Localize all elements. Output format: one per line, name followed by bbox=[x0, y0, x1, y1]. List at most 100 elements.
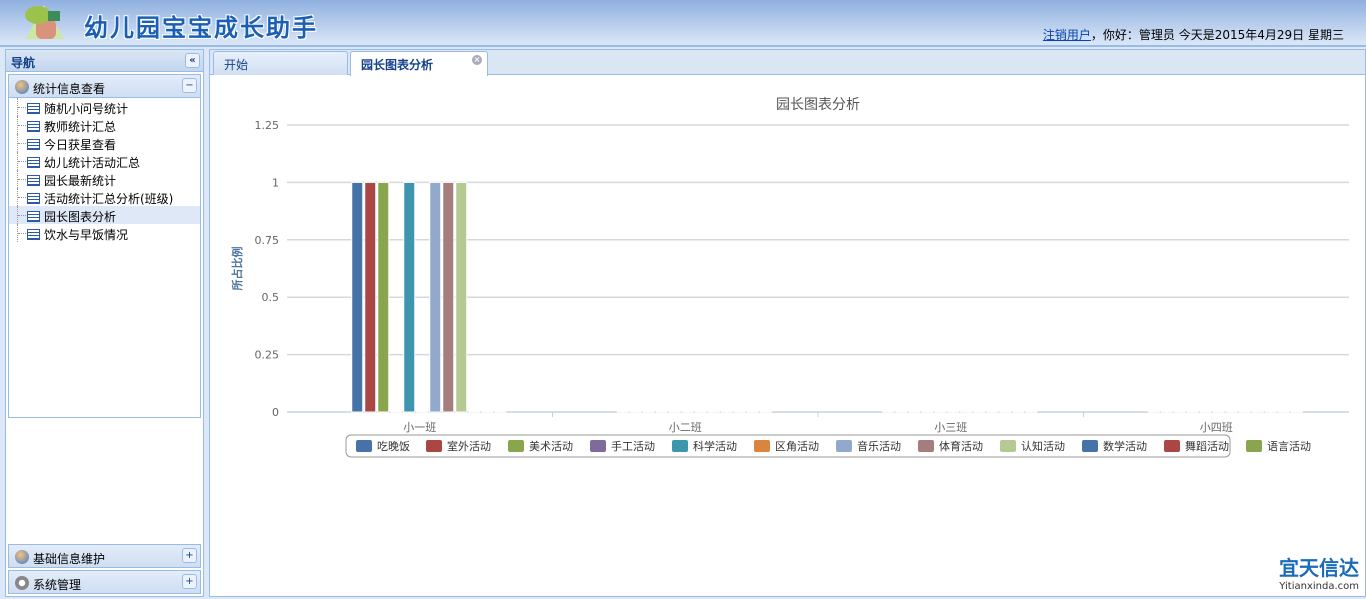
nav-title: 导航 bbox=[11, 56, 36, 70]
nav-item-label: 园长最新统计 bbox=[44, 174, 117, 188]
bar bbox=[947, 410, 960, 413]
bar bbox=[1012, 410, 1025, 413]
watermark-brand: 宜天信达 bbox=[1279, 556, 1359, 580]
bar bbox=[455, 181, 468, 413]
bar bbox=[960, 410, 973, 413]
legend-item: 舞蹈活动 bbox=[1185, 440, 1229, 453]
x-tick-label: 小二班 bbox=[669, 421, 702, 434]
expand-icon[interactable]: + bbox=[182, 548, 197, 563]
nav-item-label: 随机小问号统计 bbox=[44, 102, 129, 116]
bar bbox=[707, 410, 720, 413]
bar bbox=[908, 410, 921, 413]
bar bbox=[986, 410, 999, 413]
bar bbox=[668, 410, 681, 413]
bar bbox=[1147, 410, 1160, 413]
legend-swatch bbox=[836, 440, 852, 452]
legend-item: 数学活动 bbox=[1103, 439, 1147, 453]
legend-swatch bbox=[918, 440, 934, 452]
nav-item[interactable]: 随机小问号统计 bbox=[9, 98, 200, 116]
nav-item[interactable]: 幼儿统计活动汇总 bbox=[9, 152, 200, 170]
y-tick-label: 0.25 bbox=[255, 349, 280, 362]
close-tab-icon[interactable]: × bbox=[472, 55, 482, 65]
tree-logo-icon bbox=[25, 5, 64, 39]
accordion-basic-info[interactable]: 基础信息维护 + bbox=[8, 544, 201, 568]
legend-swatch bbox=[356, 440, 372, 452]
list-icon bbox=[27, 229, 40, 240]
legend-swatch bbox=[590, 440, 606, 452]
bar bbox=[921, 410, 934, 413]
x-tick-label: 小四班 bbox=[1200, 421, 1233, 434]
collapse-panel-icon[interactable]: « bbox=[185, 53, 200, 68]
bar bbox=[481, 410, 494, 413]
y-tick-label: 0.5 bbox=[262, 291, 280, 304]
legend-item: 音乐活动 bbox=[857, 439, 901, 453]
bar bbox=[468, 410, 481, 413]
legend-swatch bbox=[1164, 440, 1180, 452]
watermark: 宜天信达 Yitianxinda.com bbox=[1279, 552, 1359, 592]
bar bbox=[1238, 410, 1251, 413]
bar bbox=[694, 410, 707, 413]
list-icon bbox=[27, 103, 40, 114]
legend-item: 吃晚饭 bbox=[377, 440, 410, 453]
bar bbox=[655, 410, 668, 413]
list-icon bbox=[27, 211, 40, 222]
bar bbox=[1251, 410, 1264, 413]
bar bbox=[681, 410, 694, 413]
bar bbox=[351, 181, 364, 413]
chart-title: 园长图表分析 bbox=[776, 97, 860, 113]
list-icon bbox=[27, 121, 40, 132]
legend-swatch bbox=[1000, 440, 1016, 452]
y-tick-label: 1 bbox=[272, 176, 279, 189]
y-tick-label: 1.25 bbox=[255, 119, 280, 132]
nav-item[interactable]: 活动统计汇总分析(班级) bbox=[9, 188, 200, 206]
user-icon bbox=[15, 550, 29, 564]
bar bbox=[1160, 410, 1173, 413]
tab-label: 园长图表分析 bbox=[361, 58, 434, 72]
bar bbox=[629, 410, 642, 413]
nav-tree: 随机小问号统计 教师统计汇总 今日获星查看幼儿统计活动汇总 园长最新统计 活动统计汇总分… bbox=[8, 98, 201, 418]
legend-item: 美术活动 bbox=[529, 440, 573, 453]
accordion-label: 统计信息查看 bbox=[33, 82, 106, 96]
bar bbox=[494, 410, 507, 413]
nav-item[interactable]: 饮水与早饭情况 bbox=[9, 224, 200, 242]
nav-item[interactable]: 教师统计汇总 bbox=[9, 116, 200, 134]
content-panel: 开始 园长图表分析 × 园长图表分析 0 0.25 0.5 0.75 1 1.25 所占比例 小一… bbox=[209, 49, 1366, 597]
collapse-icon[interactable]: − bbox=[182, 78, 197, 93]
list-icon bbox=[27, 157, 40, 168]
bar bbox=[429, 181, 442, 413]
nav-item-label: 今日获星查看 bbox=[44, 138, 117, 152]
nav-item-label: 教师统计汇总 bbox=[44, 120, 117, 134]
tab-chart-analysis[interactable]: 园长图表分析 × bbox=[350, 51, 488, 76]
bar bbox=[720, 410, 733, 413]
logout-link[interactable]: 注销用户 bbox=[1042, 28, 1091, 42]
bar bbox=[895, 410, 908, 413]
bar bbox=[973, 410, 986, 413]
expand-icon[interactable]: + bbox=[182, 574, 197, 589]
bar bbox=[642, 410, 655, 413]
x-tick-label: 小三班 bbox=[934, 421, 967, 434]
nav-item[interactable]: 园长最新统计 bbox=[9, 170, 200, 188]
bar bbox=[1264, 410, 1277, 413]
bar bbox=[882, 410, 895, 413]
legend-item: 区角活动 bbox=[775, 440, 819, 453]
legend-swatch bbox=[508, 440, 524, 452]
bar bbox=[1290, 410, 1303, 413]
nav-item[interactable]: 园长图表分析 bbox=[9, 206, 200, 224]
watermark-site: Yitianxinda.com bbox=[1279, 581, 1359, 592]
accordion-system[interactable]: 系统管理 + bbox=[8, 570, 201, 594]
nav-item-label: 幼儿统计活动汇总 bbox=[44, 156, 141, 170]
tab-start[interactable]: 开始 bbox=[213, 51, 348, 75]
accordion-stats[interactable]: 统计信息查看 − bbox=[8, 74, 201, 98]
bar bbox=[1277, 410, 1290, 413]
nav-item[interactable]: 今日获星查看 bbox=[9, 134, 200, 152]
bar bbox=[1212, 410, 1225, 413]
user-icon bbox=[15, 80, 29, 94]
user-info: 注销用户，你好：管理员 今天是2015年4月29日 星期三 bbox=[1043, 26, 1344, 43]
legend-swatch bbox=[1246, 440, 1262, 452]
bar bbox=[1186, 410, 1199, 413]
bar bbox=[403, 181, 416, 413]
bar bbox=[1025, 410, 1038, 413]
accordion-label: 基础信息维护 bbox=[33, 552, 106, 566]
bar bbox=[442, 181, 455, 413]
